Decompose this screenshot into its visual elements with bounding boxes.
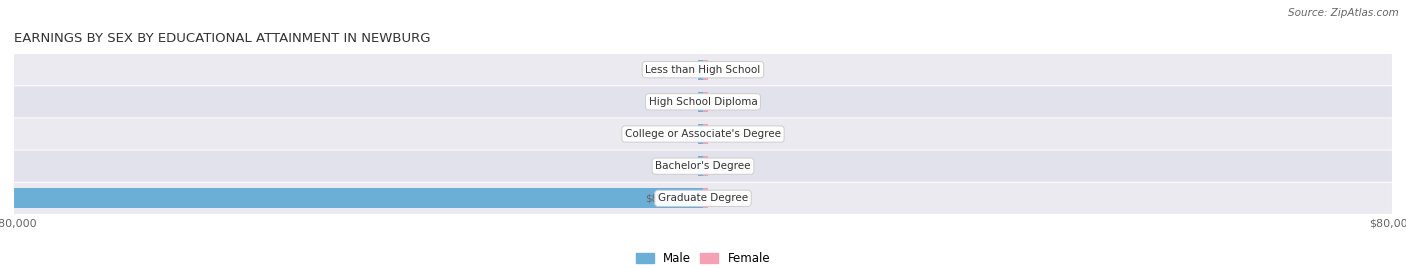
Text: $0: $0	[675, 97, 688, 107]
Text: $0: $0	[675, 161, 688, 171]
Bar	[703, 188, 709, 208]
Text: College or Associate's Degree: College or Associate's Degree	[626, 129, 780, 139]
Text: $0: $0	[718, 193, 731, 203]
Text: $0: $0	[718, 65, 731, 75]
Bar	[697, 124, 703, 144]
Text: Source: ZipAtlas.com: Source: ZipAtlas.com	[1288, 8, 1399, 18]
Bar	[703, 156, 709, 176]
Bar	[697, 92, 703, 112]
Text: $0: $0	[675, 65, 688, 75]
Bar	[14, 188, 703, 208]
Text: EARNINGS BY SEX BY EDUCATIONAL ATTAINMENT IN NEWBURG: EARNINGS BY SEX BY EDUCATIONAL ATTAINMEN…	[14, 32, 430, 46]
Bar	[697, 60, 703, 80]
Text: $0: $0	[718, 161, 731, 171]
Bar	[697, 156, 703, 176]
Legend: Male, Female: Male, Female	[631, 247, 775, 268]
Text: Less than High School: Less than High School	[645, 65, 761, 75]
FancyBboxPatch shape	[14, 183, 1392, 214]
FancyBboxPatch shape	[14, 151, 1392, 182]
FancyBboxPatch shape	[14, 54, 1392, 85]
Text: Graduate Degree: Graduate Degree	[658, 193, 748, 203]
FancyBboxPatch shape	[14, 86, 1392, 117]
Text: Bachelor's Degree: Bachelor's Degree	[655, 161, 751, 171]
Text: $80,000: $80,000	[645, 193, 688, 203]
FancyBboxPatch shape	[14, 118, 1392, 150]
Bar	[703, 60, 709, 80]
Text: High School Diploma: High School Diploma	[648, 97, 758, 107]
Text: $0: $0	[675, 129, 688, 139]
Text: $0: $0	[718, 97, 731, 107]
Bar	[703, 92, 709, 112]
Bar	[703, 124, 709, 144]
Text: $0: $0	[718, 129, 731, 139]
